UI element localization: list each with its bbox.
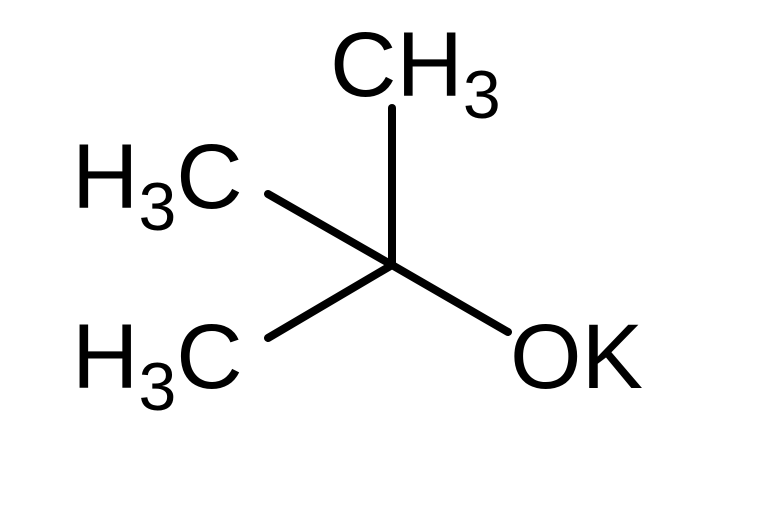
label-ch3-top: CH3 <box>330 14 501 133</box>
ch3-top-C: C <box>330 14 396 116</box>
bond-center-ok <box>392 265 508 332</box>
ch3-top-H: H <box>396 14 462 116</box>
molecule-diagram: CH3 H3C H3C OK <box>0 0 769 509</box>
ok-K: K <box>582 306 643 408</box>
h3c1-sub: 3 <box>138 169 176 245</box>
ok-O: O <box>510 306 582 408</box>
bonds-group <box>268 108 508 338</box>
h3c2-H: H <box>72 306 138 408</box>
ch3-top-sub: 3 <box>463 57 501 133</box>
h3c2-sub: 3 <box>138 349 176 425</box>
h3c2-C: C <box>176 306 242 408</box>
h3c1-C: C <box>176 126 242 228</box>
h3c1-H: H <box>72 126 138 228</box>
label-h3c-lower-left: H3C <box>72 306 243 425</box>
bond-center-h3c-lowerleft <box>268 265 392 338</box>
bond-center-h3c-upperleft <box>268 194 392 265</box>
label-ok: OK <box>510 306 643 408</box>
label-h3c-upper-left: H3C <box>72 126 243 245</box>
